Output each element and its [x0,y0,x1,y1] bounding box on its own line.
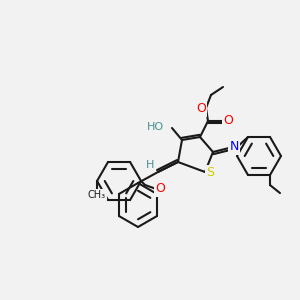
Text: O: O [196,103,206,116]
Text: H: H [146,160,154,170]
Text: S: S [206,167,214,179]
Text: O: O [223,115,233,128]
Text: O: O [155,182,165,196]
Text: CH₃: CH₃ [88,190,106,200]
Text: HO: HO [147,122,164,132]
Text: N: N [229,140,239,154]
